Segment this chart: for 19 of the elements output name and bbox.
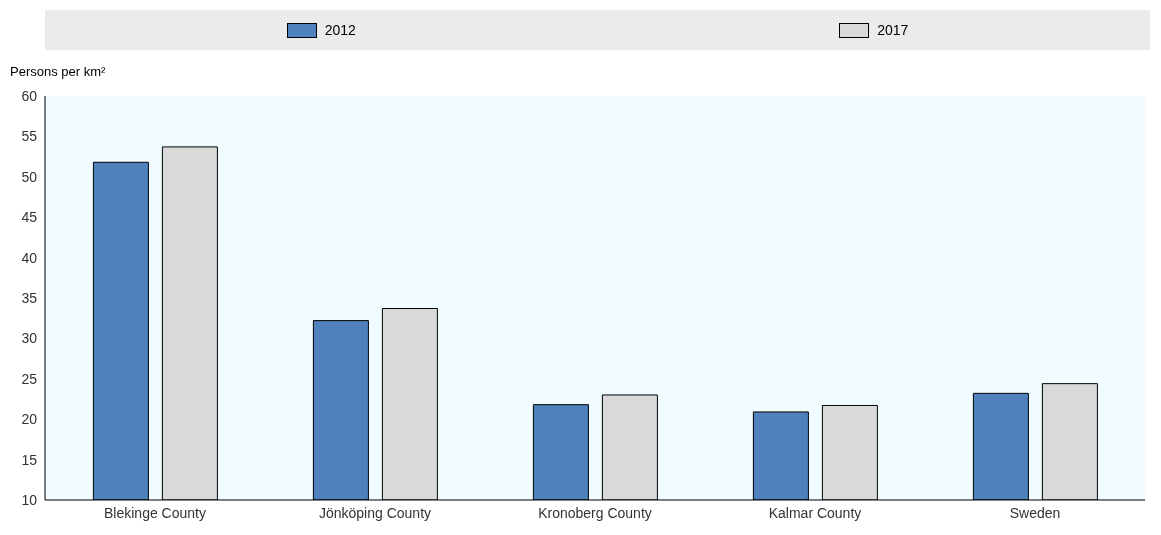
y-tick-label: 55	[21, 128, 38, 145]
x-tick-label: Sweden	[1009, 504, 1061, 521]
y-tick-label: 30	[21, 330, 38, 347]
y-tick-label: 15	[21, 451, 38, 468]
x-tick-label: Kalmar County	[768, 504, 862, 521]
x-tick-label: Blekinge County	[104, 504, 206, 521]
y-tick-label: 45	[21, 209, 38, 226]
y-tick-label: 10	[21, 491, 38, 508]
y-tick-label: 20	[21, 411, 38, 428]
y-tick-label: 50	[21, 168, 38, 185]
y-tick-label: 60	[21, 87, 38, 104]
y-axis-title: Persons per km²	[10, 64, 106, 79]
x-tick-label: Jönköping County	[318, 504, 432, 521]
y-tick-label: 35	[21, 289, 38, 306]
legend-label: 2017	[877, 22, 909, 38]
legend-label: 2012	[324, 22, 356, 38]
x-tick-label: Kronoberg County	[538, 504, 652, 521]
y-tick-label: 40	[21, 249, 38, 266]
y-tick-label: 25	[21, 370, 38, 387]
